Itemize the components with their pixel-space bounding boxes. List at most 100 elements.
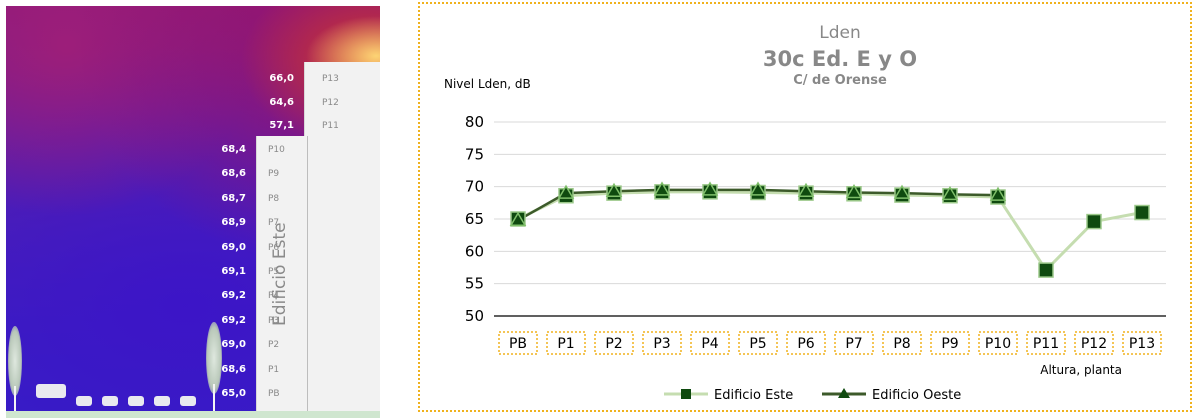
data-point-square — [1086, 213, 1102, 230]
map-floor-label: P13 — [322, 74, 339, 84]
data-point-triangle — [941, 185, 959, 201]
map-floor-label: P7 — [268, 218, 280, 229]
noise-map-image: 66,0 P13 64,6 P12 57,1 P11 68,4 P10 68,6 P9 68,7 P8… — [6, 6, 380, 418]
y-tick-label: 55 — [465, 275, 484, 293]
y-tick-labels: 50 55 60 65 70 75 80 — [465, 113, 484, 325]
car-shape — [180, 396, 196, 406]
y-tick-label: 60 — [465, 242, 484, 260]
series-line-edificio-este — [517, 190, 1143, 272]
x-tick-box — [882, 331, 922, 355]
map-floor-label: P8 — [268, 193, 280, 204]
y-axis-label: Nivel Lden, dB — [444, 77, 531, 91]
chart-title-line-3: C/ de Orense — [793, 73, 887, 88]
data-point-triangle — [701, 181, 719, 196]
y-tick-label: 70 — [465, 178, 484, 196]
x-tick-box — [546, 331, 586, 355]
x-tick-label: P1 — [557, 336, 574, 352]
east-building-label: Edificio Este — [270, 222, 290, 326]
legend-marker-triangle — [838, 388, 850, 398]
map-floor-label: P2 — [268, 340, 280, 351]
bus-shape — [36, 384, 66, 398]
x-tick-box — [1122, 331, 1162, 355]
x-tick-box — [786, 331, 826, 355]
data-point-triangle — [509, 211, 527, 227]
x-tick-label: PB — [509, 336, 527, 352]
x-tick-label: P11 — [1033, 336, 1059, 352]
lden-chart: Lden 30c Ed. E y O C/ de Orense Nivel Ld… — [444, 23, 1166, 403]
chart-panel: Lden 30c Ed. E y O C/ de Orense Nivel Ld… — [418, 2, 1192, 412]
x-tick-label: P8 — [893, 336, 910, 352]
y-tick-label: 65 — [465, 210, 484, 228]
legend: Edificio Este Edificio Oeste — [664, 388, 961, 403]
map-floor-label: P4 — [268, 291, 280, 302]
x-tick-box — [978, 331, 1018, 355]
map-value-label: 68,6 — [221, 168, 246, 180]
map-floor-label: P5 — [268, 267, 280, 277]
y-tick-label: 80 — [465, 113, 484, 131]
map-value-label: 69,0 — [221, 339, 246, 351]
map-floor-label: P1 — [268, 364, 280, 375]
map-floor-label: P3 — [268, 315, 280, 326]
data-point-square — [1038, 262, 1054, 278]
x-tick-label: P5 — [749, 336, 766, 352]
ground-strip — [6, 411, 380, 418]
x-tick-box — [498, 331, 538, 355]
tree-left — [8, 326, 22, 396]
data-point-triangle — [893, 184, 911, 199]
x-tick-label: P6 — [797, 336, 814, 352]
map-floor-label: PB — [268, 389, 280, 399]
chart-title-line-1: Lden — [819, 23, 861, 43]
x-tick-box — [1026, 331, 1066, 355]
series-layer — [509, 181, 1150, 278]
map-value-label: 68,7 — [221, 192, 246, 204]
map-floor-label: P11 — [322, 121, 339, 131]
legend-marker-square — [681, 389, 691, 399]
map-value-label: 68,9 — [221, 217, 246, 229]
x-tick-label: P3 — [653, 336, 670, 352]
map-floor-label: P9 — [268, 169, 280, 180]
grid-lines — [494, 121, 1166, 317]
legend-label: Edificio Este — [714, 388, 793, 403]
data-point-triangle — [749, 181, 767, 196]
x-tick-label: P9 — [941, 336, 958, 352]
car-shape — [128, 396, 144, 406]
y-tick-label: 75 — [465, 145, 484, 163]
data-point-triangle — [989, 186, 1007, 201]
map-value-label: 69,2 — [221, 290, 246, 302]
map-value-label: 68,4 — [221, 144, 246, 155]
y-tick-label: 50 — [465, 307, 484, 325]
map-value-label: 69,0 — [221, 241, 246, 253]
car-shape — [76, 396, 92, 406]
map-value-label: 68,6 — [221, 363, 246, 375]
data-point-triangle — [845, 183, 863, 199]
x-tick-label: P2 — [605, 336, 622, 352]
x-tick-box — [738, 331, 778, 355]
x-tick-label: P7 — [845, 336, 862, 352]
legend-label: Edificio Oeste — [872, 388, 961, 403]
tree-trunk-left — [14, 386, 16, 412]
map-floor-label: P10 — [268, 145, 285, 155]
map-value-label: 69,1 — [221, 266, 246, 277]
chart-title-line-2: 30c Ed. E y O — [763, 47, 917, 71]
x-tick-box — [642, 331, 682, 355]
x-axis-label: Altura, planta — [1040, 363, 1122, 377]
car-shape — [154, 396, 170, 406]
x-tick-box — [594, 331, 634, 355]
map-value-label: 66,0 — [269, 73, 294, 84]
x-tick-label: P13 — [1129, 336, 1155, 352]
x-tick-box — [690, 331, 730, 355]
data-point-triangle — [557, 184, 575, 199]
tree-right — [206, 322, 222, 394]
map-value-label: 65,0 — [221, 388, 246, 399]
x-tick-labels: PB P1 P2 P3 P4 P5 P6 P7 P8 P9 P10 P11 P12 P13 — [498, 331, 1162, 355]
x-tick-box — [834, 331, 874, 355]
west-building-facade — [304, 62, 380, 418]
data-point-triangle — [797, 182, 815, 197]
x-tick-box — [930, 331, 970, 355]
car-shape — [102, 396, 118, 406]
x-tick-box — [1074, 331, 1114, 355]
tree-trunk-right — [213, 384, 215, 412]
x-tick-label: P4 — [701, 336, 718, 352]
data-point-triangle — [653, 181, 671, 196]
map-value-label: 69,2 — [221, 314, 246, 326]
